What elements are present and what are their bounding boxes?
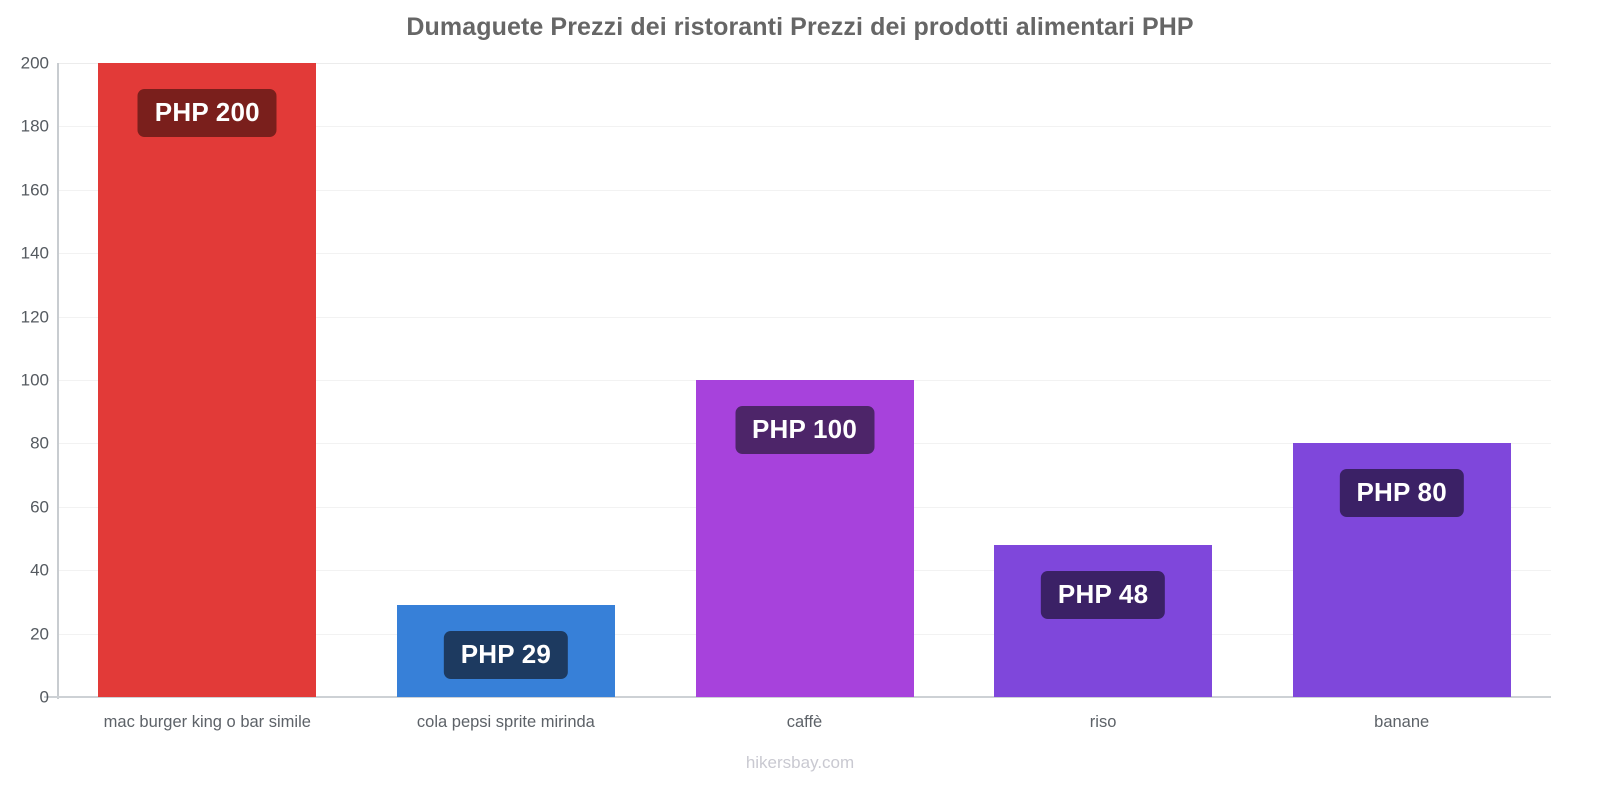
y-axis-tick-label: 0 <box>39 687 49 707</box>
y-axis-tick-label: 180 <box>20 116 49 136</box>
y-axis-tick-label: 80 <box>30 433 49 453</box>
gridline <box>58 189 1551 191</box>
y-axis-tick-label: 120 <box>20 307 49 327</box>
bar-value-label-3: PHP 100 <box>735 406 874 454</box>
gridline <box>58 126 1551 128</box>
x-axis-line <box>44 696 1551 698</box>
x-axis-label-4: riso <box>1089 713 1117 731</box>
y-axis-line <box>57 63 59 699</box>
y-axis-tick-label: 20 <box>30 624 49 644</box>
chart-title: Dumaguete Prezzi dei ristoranti Prezzi d… <box>406 13 1194 41</box>
x-axis-label-3: caffè <box>786 713 823 731</box>
y-axis-tick-label: 100 <box>20 370 49 390</box>
x-axis-label-2: cola pepsi sprite mirinda <box>416 713 595 731</box>
y-axis-tick-label: 160 <box>20 180 49 200</box>
bar-value-label-1: PHP 200 <box>137 89 277 137</box>
y-axis-tick-label: 140 <box>20 243 49 263</box>
y-axis-tick-label: 40 <box>30 560 49 580</box>
bar-value-label-2: PHP 29 <box>443 631 569 680</box>
footer-credit: hikersbay.com <box>745 753 855 772</box>
y-axis-tick-label: 60 <box>30 497 49 517</box>
bar-value-label-4: PHP 48 <box>1040 570 1166 619</box>
x-axis-label-5: banane <box>1374 713 1430 731</box>
bar-1[interactable] <box>98 63 316 697</box>
gridline <box>58 253 1551 255</box>
gridline <box>58 316 1551 318</box>
bar-value-label-5: PHP 80 <box>1339 469 1464 518</box>
bar-4[interactable] <box>994 544 1212 697</box>
y-axis-tick-label: 200 <box>20 53 49 73</box>
x-axis-label-1: mac burger king o bar simile <box>103 713 311 731</box>
gridline <box>58 63 1551 64</box>
